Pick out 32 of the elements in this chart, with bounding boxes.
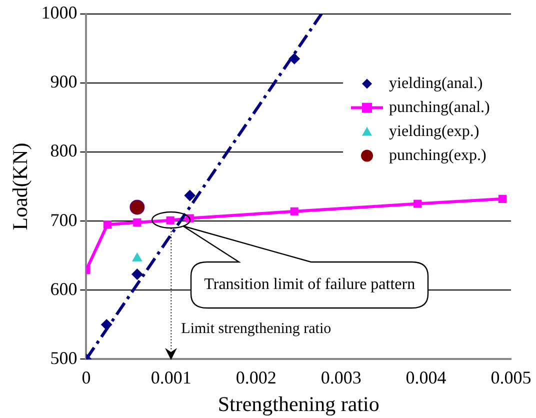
y-tick-label: 1000: [41, 2, 78, 23]
point: [103, 220, 112, 229]
point: [132, 252, 142, 262]
x-tick-label: 0: [82, 368, 91, 388]
point: [166, 216, 174, 224]
point: [130, 200, 145, 215]
x-tick-label: 0.002: [236, 368, 276, 388]
legend-label: yielding(exp.): [389, 123, 480, 140]
y-tick-label: 900: [50, 72, 78, 92]
ref-line-label: Limit strengthening ratio: [181, 321, 332, 338]
x-tick-label: 0.004: [406, 368, 446, 388]
y-tick-label: 800: [50, 140, 78, 161]
y-tick-label: 700: [50, 210, 78, 230]
point: [290, 207, 298, 216]
point: [498, 194, 507, 203]
point: [101, 319, 112, 330]
point: [288, 53, 300, 64]
legend-label: punching(anal.): [389, 99, 490, 116]
x-tick-label: 0.005: [490, 368, 532, 388]
x-axis-title: Strengthening ratio: [218, 392, 380, 416]
y-tick-label: 500: [50, 348, 78, 368]
point: [414, 200, 422, 208]
point: [132, 268, 143, 280]
x-tick-label: 0.003: [320, 368, 362, 388]
point: [133, 218, 142, 226]
x-tick-label: 0.001: [150, 368, 192, 388]
y-axis-title: Load(KN): [8, 142, 32, 230]
legend-label: yielding(anal.): [389, 75, 483, 92]
y-tick-label: 600: [50, 278, 78, 299]
point: [184, 190, 196, 201]
annotation: Transition limit of failure pattern: [204, 275, 416, 296]
legend-label: punching(exp.): [389, 147, 486, 164]
